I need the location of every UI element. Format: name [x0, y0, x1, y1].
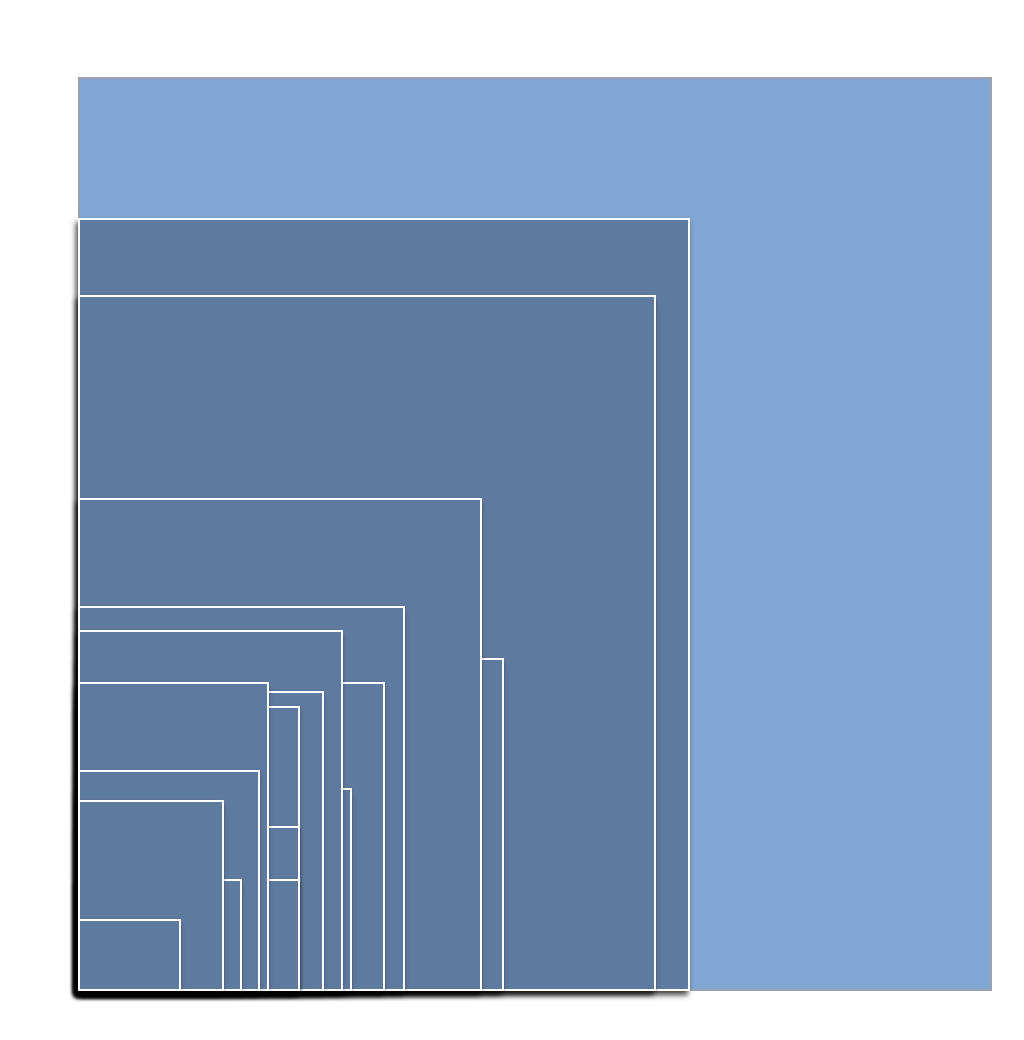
nested-square-17 — [78, 919, 181, 991]
